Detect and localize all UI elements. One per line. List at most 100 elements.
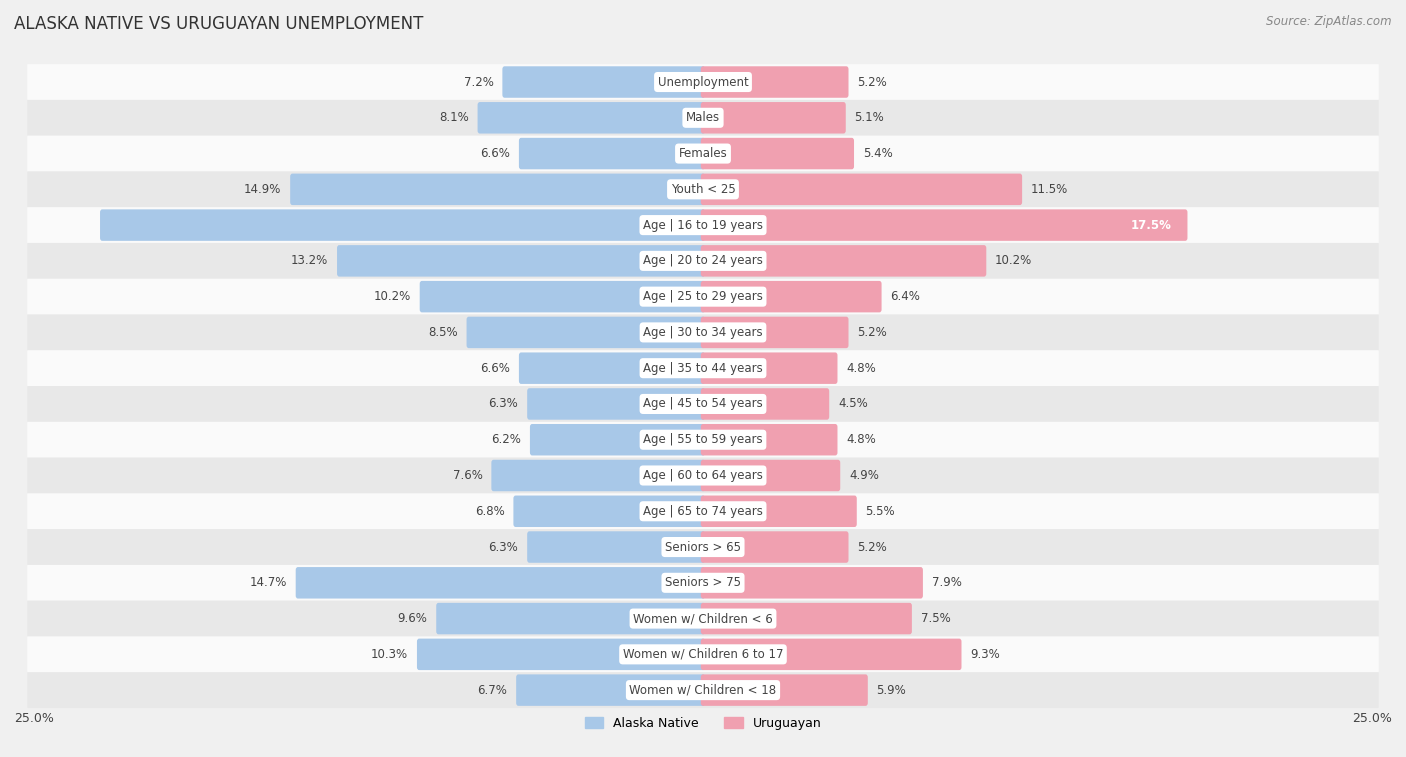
Text: 7.9%: 7.9% [932,576,962,589]
Text: Seniors > 75: Seniors > 75 [665,576,741,589]
FancyBboxPatch shape [700,281,882,313]
Text: Age | 45 to 54 years: Age | 45 to 54 years [643,397,763,410]
Text: 8.5%: 8.5% [427,326,458,339]
Text: 10.3%: 10.3% [371,648,408,661]
FancyBboxPatch shape [700,245,986,276]
FancyBboxPatch shape [295,567,706,599]
FancyBboxPatch shape [100,210,706,241]
Text: 9.6%: 9.6% [398,612,427,625]
FancyBboxPatch shape [700,603,912,634]
Text: Females: Females [679,147,727,160]
FancyBboxPatch shape [418,639,706,670]
Text: 5.2%: 5.2% [858,540,887,553]
FancyBboxPatch shape [27,243,1379,279]
Text: 6.7%: 6.7% [478,684,508,696]
Text: 8.1%: 8.1% [439,111,468,124]
Text: 6.4%: 6.4% [890,290,921,303]
FancyBboxPatch shape [436,603,706,634]
Text: Age | 20 to 24 years: Age | 20 to 24 years [643,254,763,267]
Text: 14.9%: 14.9% [245,183,281,196]
Text: Age | 65 to 74 years: Age | 65 to 74 years [643,505,763,518]
FancyBboxPatch shape [513,496,706,527]
FancyBboxPatch shape [700,388,830,419]
Text: 6.3%: 6.3% [489,397,519,410]
Text: 6.8%: 6.8% [475,505,505,518]
FancyBboxPatch shape [27,672,1379,708]
FancyBboxPatch shape [27,314,1379,350]
Text: 14.7%: 14.7% [249,576,287,589]
FancyBboxPatch shape [700,353,838,384]
FancyBboxPatch shape [700,102,846,133]
FancyBboxPatch shape [27,565,1379,601]
FancyBboxPatch shape [519,353,706,384]
FancyBboxPatch shape [290,173,706,205]
Text: 5.5%: 5.5% [866,505,896,518]
Text: 10.2%: 10.2% [374,290,411,303]
Text: 4.8%: 4.8% [846,362,876,375]
Text: Women w/ Children < 6: Women w/ Children < 6 [633,612,773,625]
FancyBboxPatch shape [27,207,1379,243]
FancyBboxPatch shape [27,458,1379,494]
Text: 25.0%: 25.0% [1353,712,1392,725]
FancyBboxPatch shape [700,316,848,348]
FancyBboxPatch shape [491,459,706,491]
FancyBboxPatch shape [478,102,706,133]
Text: 5.9%: 5.9% [876,684,907,696]
FancyBboxPatch shape [700,67,848,98]
Text: 5.4%: 5.4% [863,147,893,160]
FancyBboxPatch shape [700,138,853,170]
Text: Women w/ Children < 18: Women w/ Children < 18 [630,684,776,696]
Text: 25.0%: 25.0% [14,712,53,725]
FancyBboxPatch shape [337,245,706,276]
Text: Age | 35 to 44 years: Age | 35 to 44 years [643,362,763,375]
Text: 7.5%: 7.5% [921,612,950,625]
Text: Seniors > 65: Seniors > 65 [665,540,741,553]
Text: Age | 60 to 64 years: Age | 60 to 64 years [643,469,763,482]
Text: Source: ZipAtlas.com: Source: ZipAtlas.com [1267,15,1392,28]
FancyBboxPatch shape [516,674,706,706]
Text: 6.3%: 6.3% [489,540,519,553]
FancyBboxPatch shape [27,350,1379,386]
Text: 5.2%: 5.2% [858,76,887,89]
FancyBboxPatch shape [27,529,1379,565]
Text: 9.3%: 9.3% [970,648,1000,661]
Text: 5.2%: 5.2% [858,326,887,339]
FancyBboxPatch shape [700,424,838,456]
FancyBboxPatch shape [27,136,1379,171]
Text: Youth < 25: Youth < 25 [671,183,735,196]
FancyBboxPatch shape [530,424,706,456]
FancyBboxPatch shape [27,601,1379,637]
Text: Age | 30 to 34 years: Age | 30 to 34 years [643,326,763,339]
FancyBboxPatch shape [519,138,706,170]
FancyBboxPatch shape [467,316,706,348]
Text: Unemployment: Unemployment [658,76,748,89]
FancyBboxPatch shape [27,494,1379,529]
Text: 17.5%: 17.5% [1130,219,1171,232]
FancyBboxPatch shape [700,496,856,527]
Text: 6.2%: 6.2% [491,433,522,446]
FancyBboxPatch shape [27,279,1379,314]
Text: Age | 55 to 59 years: Age | 55 to 59 years [643,433,763,446]
Text: Women w/ Children 6 to 17: Women w/ Children 6 to 17 [623,648,783,661]
FancyBboxPatch shape [27,100,1379,136]
Text: 5.1%: 5.1% [855,111,884,124]
FancyBboxPatch shape [27,637,1379,672]
FancyBboxPatch shape [700,674,868,706]
FancyBboxPatch shape [27,171,1379,207]
Text: 4.5%: 4.5% [838,397,868,410]
Text: 21.8%: 21.8% [648,219,689,232]
FancyBboxPatch shape [700,531,848,562]
Text: 4.8%: 4.8% [846,433,876,446]
Text: 10.2%: 10.2% [995,254,1032,267]
Text: 6.6%: 6.6% [481,147,510,160]
Text: Age | 16 to 19 years: Age | 16 to 19 years [643,219,763,232]
FancyBboxPatch shape [420,281,706,313]
FancyBboxPatch shape [700,459,841,491]
Text: 13.2%: 13.2% [291,254,328,267]
Text: Males: Males [686,111,720,124]
FancyBboxPatch shape [27,64,1379,100]
Text: 7.2%: 7.2% [464,76,494,89]
Text: 4.9%: 4.9% [849,469,879,482]
FancyBboxPatch shape [27,422,1379,458]
Text: 6.6%: 6.6% [481,362,510,375]
